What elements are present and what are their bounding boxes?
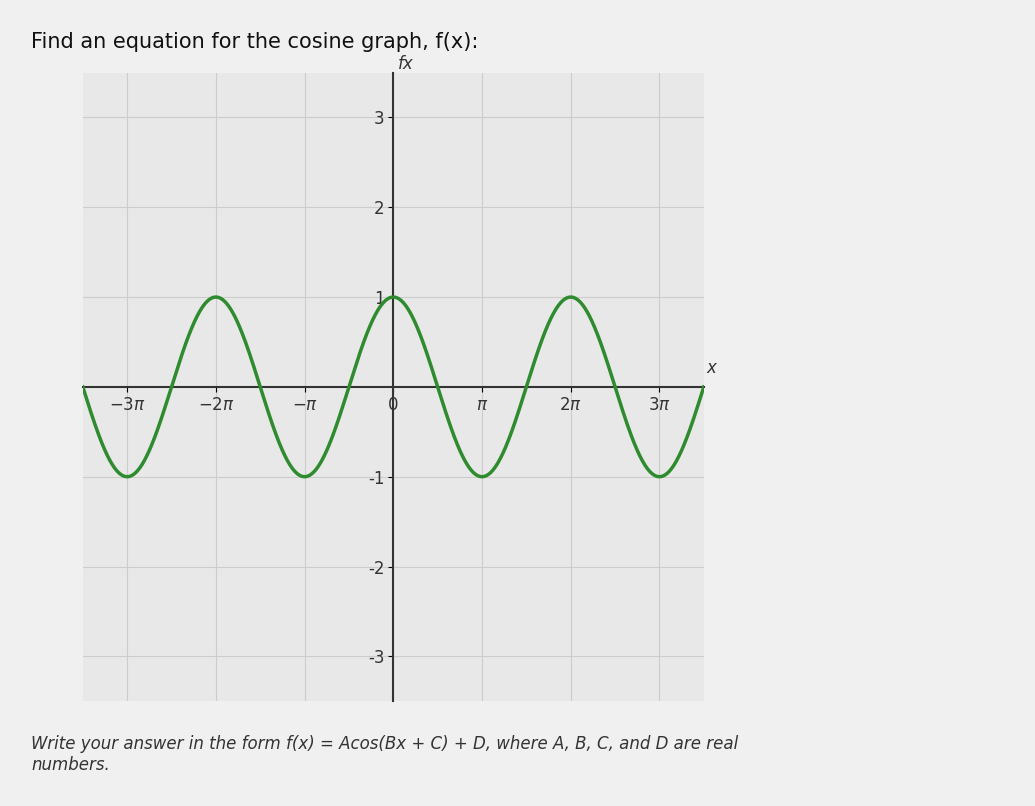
Text: Write your answer in the form f(x) = A​cos​(Bx + C) + D, where A, B, C, and D ar: Write your answer in the form f(x) = A​c… — [31, 735, 738, 774]
Text: x: x — [707, 359, 717, 377]
Text: fx: fx — [397, 55, 413, 73]
Text: Find an equation for the cosine graph, f(x):: Find an equation for the cosine graph, f… — [31, 32, 478, 52]
